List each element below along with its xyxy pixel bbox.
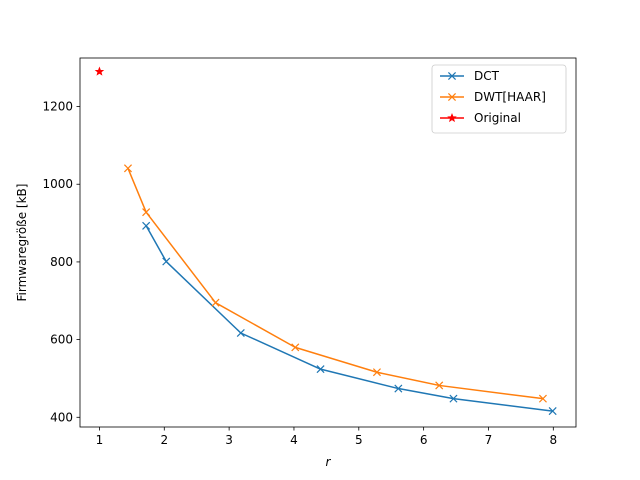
legend-label: Original — [474, 111, 521, 125]
plot-area — [94, 66, 557, 416]
data-point — [94, 66, 105, 76]
x-axis-label: r — [326, 455, 332, 469]
legend-item-0: DCT — [440, 69, 500, 83]
y-tick-label: 600 — [50, 333, 73, 347]
y-tick-label: 400 — [50, 410, 73, 424]
legend-marker — [447, 71, 457, 81]
data-point — [372, 368, 381, 377]
data-point — [435, 381, 444, 390]
x-tick-label: 3 — [225, 433, 233, 447]
legend-box — [431, 64, 567, 134]
x-tick-label: 6 — [420, 433, 428, 447]
data-point — [291, 343, 300, 352]
y-tick-label: 800 — [50, 255, 73, 269]
data-point — [548, 407, 557, 416]
x-tick-label: 1 — [96, 433, 104, 447]
series-1 — [123, 164, 547, 403]
legend-item-2: Original — [440, 111, 521, 125]
y-tick-label: 1200 — [42, 100, 73, 114]
x-tick-label: 5 — [355, 433, 363, 447]
data-point — [316, 365, 325, 374]
legend-item-1: DWT[HAAR] — [440, 90, 546, 104]
x-tick-label: 4 — [290, 433, 298, 447]
series-0 — [142, 221, 557, 416]
legend: DCT DWT[HAAR] Original — [431, 64, 567, 134]
y-axis-label: Firmwaregröße [kB] — [15, 184, 29, 302]
x-tick-label: 2 — [160, 433, 168, 447]
data-point — [236, 328, 245, 338]
axes-frame — [79, 57, 577, 428]
legend-marker — [447, 112, 457, 123]
x-tick-label: 8 — [549, 433, 557, 447]
legend-label: DCT — [474, 69, 500, 83]
legend-marker — [447, 92, 457, 102]
data-point — [211, 298, 220, 307]
series-2 — [94, 66, 105, 76]
y-tick-label: 1000 — [42, 177, 73, 191]
data-point — [142, 221, 151, 230]
x-tick-label: 7 — [485, 433, 493, 447]
axes: 1 2 3 4 5 6 7 8 400 600 800 1000 1200 — [42, 57, 577, 447]
data-point — [162, 257, 171, 266]
data-point — [538, 394, 547, 403]
data-point — [449, 394, 458, 403]
data-point — [142, 208, 151, 217]
data-point — [394, 384, 403, 393]
data-point — [123, 164, 133, 173]
legend-label: DWT[HAAR] — [474, 90, 546, 104]
